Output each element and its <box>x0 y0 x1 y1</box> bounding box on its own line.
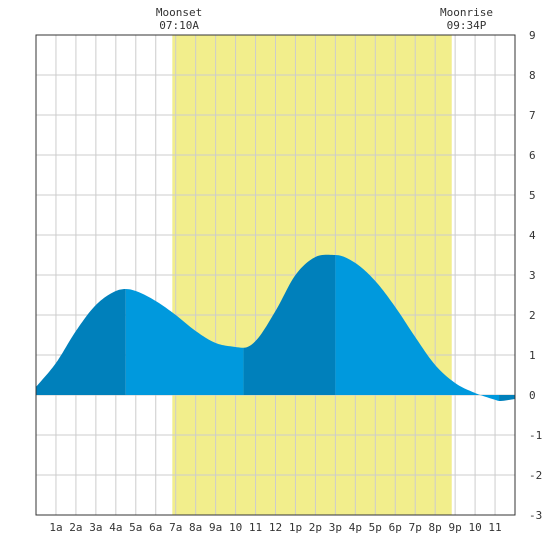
y-tick-label: 8 <box>529 69 536 82</box>
x-tick-label: 4a <box>109 521 122 534</box>
x-tick-label: 9p <box>449 521 462 534</box>
x-tick-label: 11 <box>488 521 501 534</box>
y-tick-labels: -3 -2 -1 0 1 2 3 4 5 6 7 8 9 <box>529 29 542 522</box>
falling-tide-segment <box>335 255 500 401</box>
x-tick-label: 6p <box>389 521 402 534</box>
grid-lines <box>36 34 515 516</box>
x-tick-label: 8a <box>189 521 202 534</box>
x-tick-label: 5a <box>129 521 142 534</box>
x-tick-label: 7a <box>169 521 182 534</box>
plot-frame <box>35 34 516 516</box>
moonrise-label: Moonrise <box>440 6 493 19</box>
falling-tide-segment <box>125 289 244 395</box>
y-tick-label: -2 <box>529 469 542 482</box>
x-tick-label: 4p <box>349 521 362 534</box>
rising-tide-segment <box>499 395 515 401</box>
moonset-time: 07:10A <box>159 19 199 32</box>
x-tick-label: 1a <box>49 521 62 534</box>
y-tick-label: -3 <box>529 509 542 522</box>
rising-tide-segment <box>36 289 126 395</box>
y-tick-label: 2 <box>529 309 536 322</box>
x-tick-label: 10 <box>468 521 481 534</box>
x-tick-label: 5p <box>369 521 382 534</box>
x-tick-label: 3a <box>89 521 102 534</box>
x-tick-label: 6a <box>149 521 162 534</box>
moonrise-time: 09:34P <box>447 19 487 32</box>
y-tick-label: 9 <box>529 29 536 42</box>
x-tick-label: 7p <box>409 521 422 534</box>
x-tick-label: 3p <box>329 521 342 534</box>
x-tick-labels: 1a 2a 3a 4a 5a 6a 7a 8a 9a 10 11 12 1p 2p 3p 4p 5p 6p 7p 8p… <box>49 521 501 534</box>
x-tick-label: 2a <box>69 521 82 534</box>
y-tick-label: 6 <box>529 149 536 162</box>
y-tick-label: 5 <box>529 189 536 202</box>
x-tick-label: 12 <box>269 521 282 534</box>
x-tick-label: 8p <box>429 521 442 534</box>
y-tick-label: 3 <box>529 269 536 282</box>
tide-area <box>36 254 515 401</box>
y-tick-label: 7 <box>529 109 536 122</box>
y-tick-label: 1 <box>529 349 536 362</box>
x-tick-label: 1p <box>289 521 302 534</box>
x-tick-label: 11 <box>249 521 262 534</box>
y-tick-label: 0 <box>529 389 536 402</box>
y-tick-label: 4 <box>529 229 536 242</box>
moonset-label: Moonset <box>156 6 202 19</box>
x-tick-label: 10 <box>229 521 242 534</box>
x-tick-label: 9a <box>209 521 222 534</box>
y-tick-label: -1 <box>529 429 542 442</box>
x-tick-label: 2p <box>309 521 322 534</box>
rising-tide-segment <box>243 254 336 395</box>
